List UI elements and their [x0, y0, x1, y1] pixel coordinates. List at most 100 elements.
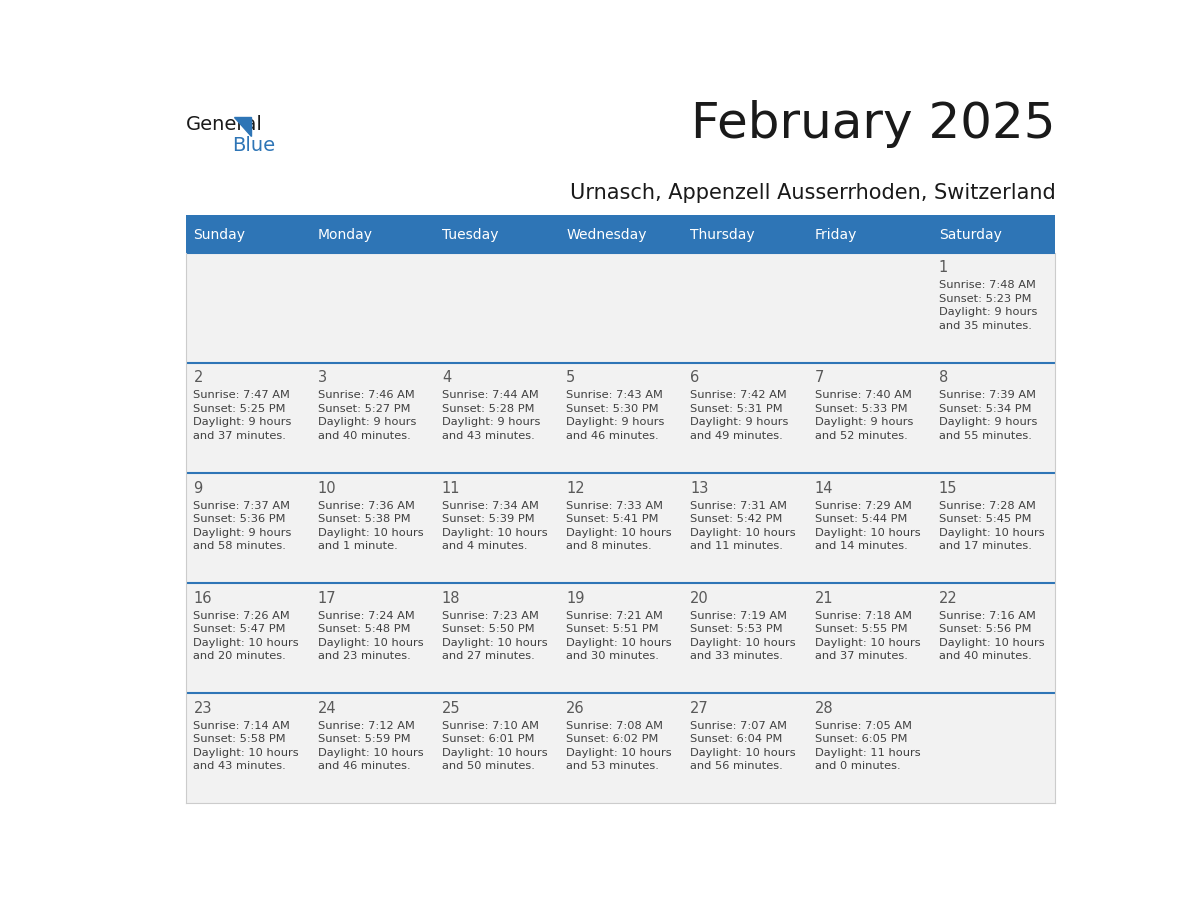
Text: Daylight: 10 hours: Daylight: 10 hours: [317, 528, 423, 538]
Bar: [683, 583, 807, 693]
Text: and 49 minutes.: and 49 minutes.: [690, 431, 783, 441]
Text: Sunrise: 7:10 AM: Sunrise: 7:10 AM: [442, 721, 539, 731]
Text: 11: 11: [442, 480, 461, 496]
Bar: [683, 363, 807, 473]
Text: and 40 minutes.: and 40 minutes.: [317, 431, 410, 441]
Text: Sunrise: 7:07 AM: Sunrise: 7:07 AM: [690, 721, 788, 731]
Text: 26: 26: [567, 700, 584, 716]
Text: Sunrise: 7:24 AM: Sunrise: 7:24 AM: [317, 610, 415, 621]
Text: Daylight: 10 hours: Daylight: 10 hours: [567, 528, 671, 538]
Text: 3: 3: [317, 371, 327, 386]
Text: 14: 14: [815, 480, 833, 496]
Text: Sunrise: 7:19 AM: Sunrise: 7:19 AM: [690, 610, 788, 621]
Text: Sunrise: 7:44 AM: Sunrise: 7:44 AM: [442, 390, 538, 400]
Text: Sunset: 6:04 PM: Sunset: 6:04 PM: [690, 734, 783, 744]
Bar: [185, 252, 310, 363]
Text: Daylight: 9 hours: Daylight: 9 hours: [815, 418, 912, 428]
Text: Daylight: 10 hours: Daylight: 10 hours: [567, 638, 671, 647]
Text: Sunrise: 7:39 AM: Sunrise: 7:39 AM: [939, 390, 1036, 400]
Text: and 1 minute.: and 1 minute.: [317, 541, 398, 551]
Bar: [310, 218, 434, 252]
Text: Daylight: 10 hours: Daylight: 10 hours: [442, 528, 548, 538]
Text: 8: 8: [939, 371, 948, 386]
Bar: [310, 693, 434, 803]
Text: Sunrise: 7:29 AM: Sunrise: 7:29 AM: [815, 500, 911, 510]
Bar: [807, 473, 931, 583]
Text: Sunset: 5:42 PM: Sunset: 5:42 PM: [690, 514, 783, 524]
Text: Daylight: 9 hours: Daylight: 9 hours: [567, 418, 664, 428]
Text: 10: 10: [317, 480, 336, 496]
Text: Thursday: Thursday: [690, 229, 754, 242]
Text: 21: 21: [815, 590, 833, 606]
Text: 13: 13: [690, 480, 709, 496]
Text: 9: 9: [194, 480, 203, 496]
Text: Sunrise: 7:47 AM: Sunrise: 7:47 AM: [194, 390, 290, 400]
Bar: [434, 583, 558, 693]
Bar: [931, 252, 1055, 363]
Text: 6: 6: [690, 371, 700, 386]
Bar: [683, 218, 807, 252]
Text: and 11 minutes.: and 11 minutes.: [690, 541, 783, 551]
Bar: [434, 363, 558, 473]
Text: and 35 minutes.: and 35 minutes.: [939, 320, 1031, 330]
Text: Sunset: 5:38 PM: Sunset: 5:38 PM: [317, 514, 410, 524]
Text: Sunrise: 7:26 AM: Sunrise: 7:26 AM: [194, 610, 290, 621]
Text: and 23 minutes.: and 23 minutes.: [317, 651, 410, 661]
Text: Sunset: 5:41 PM: Sunset: 5:41 PM: [567, 514, 658, 524]
Text: Sunset: 6:05 PM: Sunset: 6:05 PM: [815, 734, 908, 744]
Text: General: General: [185, 115, 263, 134]
Bar: [310, 252, 434, 363]
Text: Daylight: 10 hours: Daylight: 10 hours: [939, 528, 1044, 538]
Bar: [558, 252, 683, 363]
Text: and 17 minutes.: and 17 minutes.: [939, 541, 1031, 551]
Text: Sunrise: 7:12 AM: Sunrise: 7:12 AM: [317, 721, 415, 731]
Text: Wednesday: Wednesday: [567, 229, 646, 242]
Text: Daylight: 10 hours: Daylight: 10 hours: [442, 638, 548, 647]
Text: Sunday: Sunday: [194, 229, 246, 242]
Text: Sunset: 5:36 PM: Sunset: 5:36 PM: [194, 514, 286, 524]
Text: Saturday: Saturday: [939, 229, 1001, 242]
Bar: [185, 218, 310, 252]
Text: Sunset: 5:48 PM: Sunset: 5:48 PM: [317, 624, 410, 634]
Bar: [310, 473, 434, 583]
Bar: [434, 218, 558, 252]
Text: Daylight: 9 hours: Daylight: 9 hours: [939, 308, 1037, 318]
Text: and 27 minutes.: and 27 minutes.: [442, 651, 535, 661]
Text: Daylight: 10 hours: Daylight: 10 hours: [194, 748, 299, 757]
Bar: [185, 215, 1055, 218]
Text: 28: 28: [815, 700, 833, 716]
Text: Sunrise: 7:34 AM: Sunrise: 7:34 AM: [442, 500, 539, 510]
Text: and 37 minutes.: and 37 minutes.: [194, 431, 286, 441]
Text: 24: 24: [317, 700, 336, 716]
Text: Sunrise: 7:08 AM: Sunrise: 7:08 AM: [567, 721, 663, 731]
Bar: [931, 218, 1055, 252]
Text: Daylight: 10 hours: Daylight: 10 hours: [442, 748, 548, 757]
Bar: [558, 363, 683, 473]
Bar: [931, 693, 1055, 803]
Bar: [683, 473, 807, 583]
Text: Sunset: 5:25 PM: Sunset: 5:25 PM: [194, 404, 286, 414]
Text: Daylight: 9 hours: Daylight: 9 hours: [939, 418, 1037, 428]
Text: February 2025: February 2025: [690, 100, 1055, 148]
Text: Sunrise: 7:37 AM: Sunrise: 7:37 AM: [194, 500, 290, 510]
Text: Daylight: 9 hours: Daylight: 9 hours: [194, 528, 292, 538]
Text: Tuesday: Tuesday: [442, 229, 499, 242]
Text: 1: 1: [939, 261, 948, 275]
Text: Sunset: 5:39 PM: Sunset: 5:39 PM: [442, 514, 535, 524]
Text: Daylight: 10 hours: Daylight: 10 hours: [194, 638, 299, 647]
Text: Daylight: 9 hours: Daylight: 9 hours: [442, 418, 541, 428]
Text: Sunrise: 7:40 AM: Sunrise: 7:40 AM: [815, 390, 911, 400]
Text: Sunrise: 7:14 AM: Sunrise: 7:14 AM: [194, 721, 290, 731]
Text: Sunrise: 7:46 AM: Sunrise: 7:46 AM: [317, 390, 415, 400]
Bar: [807, 583, 931, 693]
Text: Sunrise: 7:33 AM: Sunrise: 7:33 AM: [567, 500, 663, 510]
Text: Daylight: 10 hours: Daylight: 10 hours: [939, 638, 1044, 647]
Bar: [558, 693, 683, 803]
Text: Sunrise: 7:43 AM: Sunrise: 7:43 AM: [567, 390, 663, 400]
Text: Daylight: 9 hours: Daylight: 9 hours: [690, 418, 789, 428]
Text: Daylight: 9 hours: Daylight: 9 hours: [194, 418, 292, 428]
Text: Urnasch, Appenzell Ausserrhoden, Switzerland: Urnasch, Appenzell Ausserrhoden, Switzer…: [569, 184, 1055, 203]
Text: 16: 16: [194, 590, 211, 606]
Bar: [807, 363, 931, 473]
Text: and 30 minutes.: and 30 minutes.: [567, 651, 659, 661]
